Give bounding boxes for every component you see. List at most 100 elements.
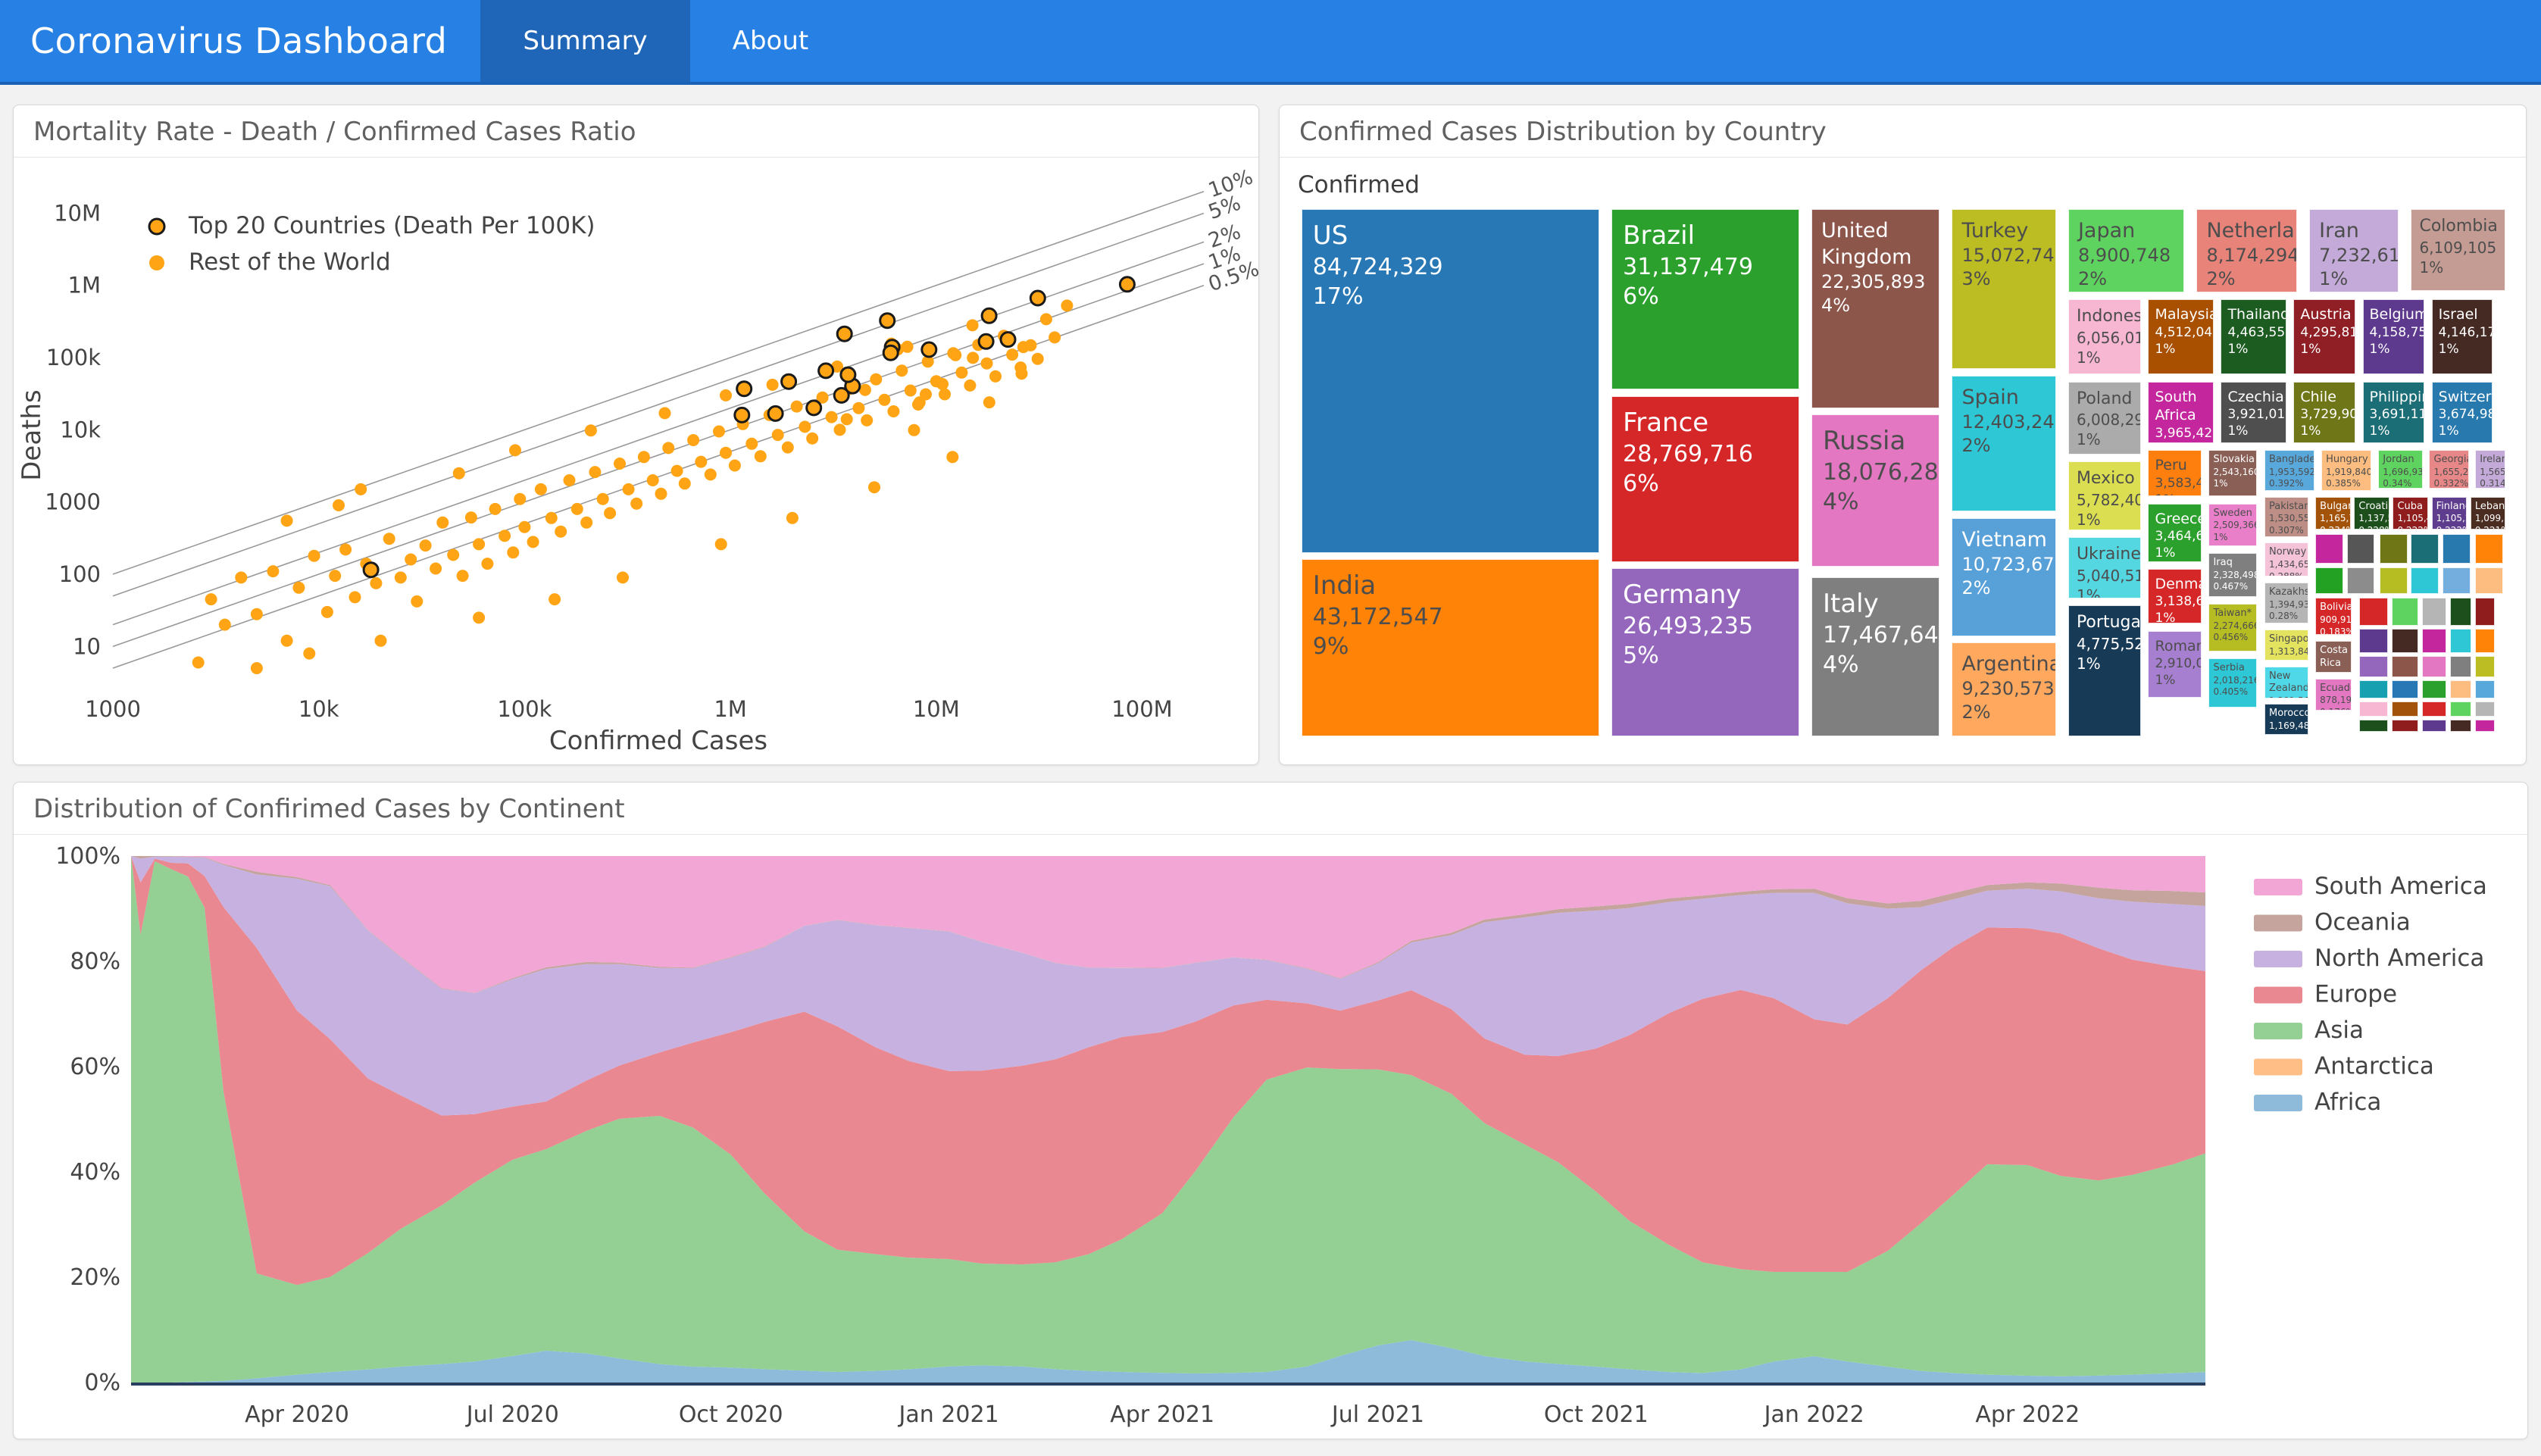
scatter-point[interactable] — [1006, 348, 1019, 361]
scatter-point[interactable] — [447, 548, 460, 561]
scatter-point[interactable] — [658, 407, 671, 420]
scatter-point-top20[interactable] — [1118, 276, 1136, 293]
treemap-cell-small[interactable] — [2421, 680, 2446, 699]
treemap-cell-small[interactable] — [2358, 598, 2389, 626]
treemap-cell-small[interactable] — [2391, 656, 2419, 678]
scatter-point-top20[interactable] — [733, 406, 751, 423]
scatter-point-top20[interactable] — [920, 341, 938, 358]
treemap-cell-small[interactable] — [2449, 598, 2472, 626]
scatter-point[interactable] — [411, 595, 424, 608]
treemap-cell[interactable] — [2346, 534, 2375, 564]
scatter-point[interactable] — [713, 425, 725, 438]
scatter-point[interactable] — [1017, 341, 1030, 354]
scatter-legend-item[interactable]: Top 20 Countries (Death Per 100K) — [148, 212, 595, 239]
scatter-point[interactable] — [280, 634, 293, 647]
treemap-cell-small[interactable] — [2475, 628, 2495, 653]
scatter-point[interactable] — [549, 593, 561, 606]
treemap-cell[interactable]: Finland1,105,2110.222% — [2431, 496, 2468, 530]
treemap-cell[interactable]: Germany 26,493,235 5% — [1611, 568, 1799, 736]
scatter-point[interactable] — [687, 434, 700, 446]
scatter-point[interactable] — [405, 553, 417, 566]
scatter-point[interactable] — [205, 593, 217, 606]
scatter-point[interactable] — [250, 662, 263, 674]
scatter-point[interactable] — [901, 340, 914, 353]
scatter-point[interactable] — [771, 429, 784, 442]
scatter-point[interactable] — [320, 605, 333, 618]
treemap-cell-small[interactable] — [2421, 656, 2446, 678]
treemap-cell[interactable]: Croatia1,137,5970.228% — [2354, 496, 2389, 530]
treemap-cell[interactable]: Switzerland3,674,9861% — [2431, 381, 2493, 443]
scatter-point-top20[interactable] — [999, 331, 1017, 348]
treemap-cell[interactable] — [2443, 534, 2471, 564]
scatter-point[interactable] — [507, 546, 520, 559]
scatter-point[interactable] — [235, 571, 248, 584]
scatter-point[interactable] — [303, 647, 316, 660]
scatter-point[interactable] — [292, 581, 305, 594]
scatter-point[interactable] — [348, 591, 361, 604]
scatter-point[interactable] — [436, 516, 449, 529]
treemap-cell-small[interactable] — [2421, 628, 2446, 653]
area-layer-europe[interactable] — [131, 856, 2205, 1286]
scatter-point[interactable] — [430, 562, 442, 575]
treemap-cell-small[interactable] — [2391, 680, 2419, 699]
treemap-cell[interactable]: Argentina 9,230,573 2% — [1952, 642, 2056, 736]
scatter-point[interactable] — [280, 514, 293, 527]
scatter-point[interactable] — [720, 446, 732, 459]
treemap-cell[interactable]: United Kingdom 22,305,893 4% — [1811, 209, 1940, 408]
treemap-cell-small[interactable] — [2421, 720, 2446, 732]
area-legend-item[interactable]: North America — [2254, 945, 2484, 972]
treemap-cell[interactable]: India 43,172,547 9% — [1301, 559, 1600, 736]
scatter-point-top20[interactable] — [805, 399, 823, 417]
treemap-cell[interactable]: Singapore1,313,8490.264% — [2264, 630, 2308, 661]
scatter-point[interactable] — [1031, 352, 1044, 365]
treemap-cell[interactable] — [2411, 567, 2439, 594]
scatter-point[interactable] — [308, 549, 320, 562]
mortality-scatter-chart[interactable]: 10%5%2%1%0.5%1000 10k 100k 1M 10M 100M1010010… — [14, 158, 1258, 765]
area-legend-item[interactable]: Antarctica — [2254, 1053, 2434, 1080]
scatter-point[interactable] — [509, 444, 521, 457]
treemap-cell-small[interactable] — [2475, 720, 2495, 732]
scatter-point[interactable] — [637, 451, 650, 464]
scatter-point[interactable] — [852, 401, 865, 414]
area-legend-item[interactable]: Africa — [2254, 1089, 2381, 1116]
treemap-cell[interactable]: Vietnam 10,723,673 2% — [1952, 517, 2056, 636]
scatter-point[interactable] — [563, 474, 576, 486]
treemap-cell[interactable] — [2411, 534, 2439, 564]
scatter-point[interactable] — [1049, 331, 1061, 344]
scatter-point[interactable] — [489, 502, 502, 515]
treemap-cell[interactable]: Serbia 2,018,216 0.405% — [2208, 658, 2258, 708]
scatter-point[interactable] — [614, 458, 626, 470]
scatter-point[interactable] — [394, 571, 407, 584]
scatter-legend-item[interactable]: Rest of the World — [149, 248, 391, 276]
scatter-point[interactable] — [966, 319, 979, 332]
treemap-cell[interactable]: Indonesia6,056,0171% — [2067, 299, 2141, 375]
treemap-cell-small[interactable] — [2449, 680, 2472, 699]
treemap-cell[interactable]: Ecuador878,1960.176% — [2315, 678, 2352, 711]
scatter-point-top20[interactable] — [833, 386, 850, 404]
treemap-cell[interactable]: Colombia 6,109,105 1% — [2411, 209, 2506, 291]
scatter-point[interactable] — [589, 466, 602, 479]
scatter-point[interactable] — [383, 533, 395, 545]
scatter-point[interactable] — [728, 459, 741, 472]
scatter-point[interactable] — [456, 570, 469, 583]
treemap-cell-small[interactable] — [2475, 701, 2495, 717]
treemap-cell[interactable]: Iraq 2,328,498 0.467% — [2208, 552, 2258, 597]
treemap-cell[interactable]: Hungary 1,919,840 0.385% — [2321, 449, 2371, 491]
scatter-point-top20[interactable] — [839, 366, 857, 383]
scatter-point[interactable] — [499, 530, 511, 542]
scatter-point[interactable] — [720, 389, 732, 401]
scatter-point[interactable] — [908, 423, 920, 436]
scatter-point[interactable] — [646, 474, 659, 486]
treemap-cell-small[interactable] — [2358, 628, 2389, 653]
treemap-cell-small[interactable] — [2449, 701, 2472, 717]
